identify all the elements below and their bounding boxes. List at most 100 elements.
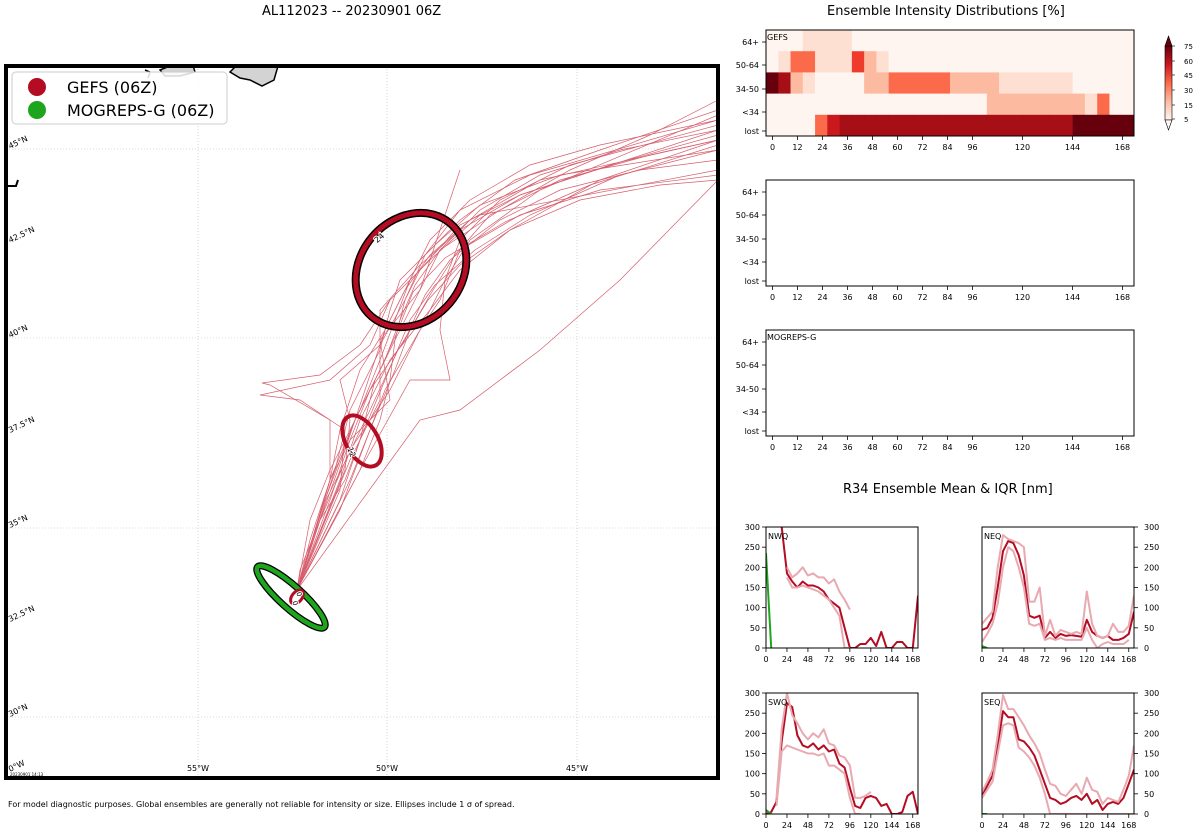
heat-cell xyxy=(1109,114,1123,137)
x-tick-label: 0 xyxy=(770,293,775,302)
x-tick-label: 96 xyxy=(845,821,855,830)
gefs-track xyxy=(296,114,718,591)
heat-cell xyxy=(1011,30,1024,52)
ellipse-label-0a: 0 xyxy=(294,591,303,598)
x-tick-label: 72 xyxy=(824,655,834,664)
x-tick-label: 144 xyxy=(1065,143,1080,152)
heat-cell xyxy=(1121,30,1135,52)
land-fragment xyxy=(228,66,279,87)
gefs-track xyxy=(296,149,718,591)
heat-cell xyxy=(888,51,902,73)
heat-cell xyxy=(1011,72,1024,94)
row-label: 34-50 xyxy=(736,85,759,94)
heat-cell xyxy=(974,30,988,52)
x-tick-label: 24 xyxy=(782,821,792,830)
y-tick-label: 150 xyxy=(1144,584,1159,593)
heat-cell xyxy=(962,114,975,137)
heat-cell xyxy=(950,51,963,73)
heat-cell xyxy=(815,93,828,116)
heat-cell xyxy=(1048,93,1061,116)
r34-series-mogreps-g xyxy=(766,553,773,648)
heat-cell xyxy=(962,93,975,116)
heat-cell xyxy=(1035,30,1049,52)
heat-cell xyxy=(778,72,791,94)
heat-cell xyxy=(1048,51,1061,73)
row-label: 64+ xyxy=(742,338,759,347)
heat-cell xyxy=(1048,114,1061,137)
row-label: 34-50 xyxy=(736,385,759,394)
heat-frame xyxy=(765,29,1135,137)
gefs-track xyxy=(296,179,718,591)
x-tick-label: 144 xyxy=(1065,293,1080,302)
x-tick-label: 72 xyxy=(917,293,927,302)
heat-cell xyxy=(1060,72,1074,94)
ellipse-label-0b: 0 xyxy=(290,600,299,607)
heat-cell xyxy=(900,51,914,73)
x-tick-label: 24 xyxy=(817,443,827,452)
row-label: lost xyxy=(745,427,759,436)
heat-cell xyxy=(851,30,865,52)
heat-cell xyxy=(925,51,939,73)
r34-series-gefs-mean xyxy=(982,710,1134,811)
y-tick-label: 250 xyxy=(745,543,760,552)
heat-cell xyxy=(864,93,877,116)
y-tick-label: 0 xyxy=(1144,644,1149,653)
row-label: lost xyxy=(745,127,759,136)
y-tick-label: 150 xyxy=(745,750,760,759)
heat-cell xyxy=(950,114,963,137)
x-tick-label: 144 xyxy=(1065,443,1080,452)
gefs-track xyxy=(296,119,718,591)
y-tick-label: 200 xyxy=(1144,563,1159,572)
x-tick-label: 0 xyxy=(763,655,768,664)
heat-cell xyxy=(925,114,939,137)
heat-cell xyxy=(999,72,1012,94)
gefs-track xyxy=(296,169,461,591)
lat-label: 37.5°N xyxy=(7,415,36,435)
track-map: 24 12 0 0 45°N 42.5°N 40°N 37.5°N 35°N xyxy=(4,64,720,780)
gefs-track xyxy=(296,119,718,591)
r34-plot-area xyxy=(982,534,1134,648)
heat-cell xyxy=(1097,72,1110,94)
heat-cell xyxy=(1023,72,1037,94)
y-tick-label: 300 xyxy=(1144,523,1159,532)
heat-cell xyxy=(1023,93,1037,116)
r34-plot-area xyxy=(766,527,918,648)
y-tick-label: 200 xyxy=(745,563,760,572)
x-tick-label: 0 xyxy=(979,821,984,830)
heat-cell xyxy=(864,114,877,137)
heat-cell xyxy=(999,93,1012,116)
x-tick-label: 72 xyxy=(1040,655,1050,664)
r34-frame xyxy=(765,692,919,815)
heat-cell xyxy=(1011,51,1024,73)
lat-label: 30°N xyxy=(7,702,29,719)
x-tick-label: 60 xyxy=(892,143,902,152)
heat-cell xyxy=(766,114,779,137)
heat-cell xyxy=(1060,93,1074,116)
y-tick-label: 300 xyxy=(745,523,760,532)
heat-cell xyxy=(827,72,840,94)
heat-cell xyxy=(1109,30,1123,52)
heat-cell xyxy=(900,72,914,94)
heat-cell xyxy=(913,93,926,116)
heat-cell xyxy=(1097,30,1110,52)
legend-marker-mogreps xyxy=(28,101,46,119)
heat-cell xyxy=(974,51,988,73)
heat-cell xyxy=(815,30,828,52)
y-tick-label: 50 xyxy=(1144,624,1154,633)
lat-label: 42.5°N xyxy=(7,225,36,245)
y-tick-label: 150 xyxy=(1144,750,1159,759)
x-tick-label: 48 xyxy=(803,655,813,664)
heat-cell xyxy=(950,30,963,52)
y-tick-label: 100 xyxy=(745,770,760,779)
heat-cell xyxy=(913,30,926,52)
x-tick-label: 36 xyxy=(842,293,852,302)
row-label: 64+ xyxy=(742,38,759,47)
x-tick-label: 72 xyxy=(917,143,927,152)
x-tick-label: 168 xyxy=(905,821,920,830)
x-tick-label: 24 xyxy=(998,821,1008,830)
lon-label: 45°W xyxy=(566,764,588,773)
x-tick-label: 84 xyxy=(942,443,952,452)
x-tick-label: 48 xyxy=(1019,821,1029,830)
r34-plot-area xyxy=(982,694,1134,814)
r34-series-gefs-iqr-low xyxy=(982,546,1130,648)
